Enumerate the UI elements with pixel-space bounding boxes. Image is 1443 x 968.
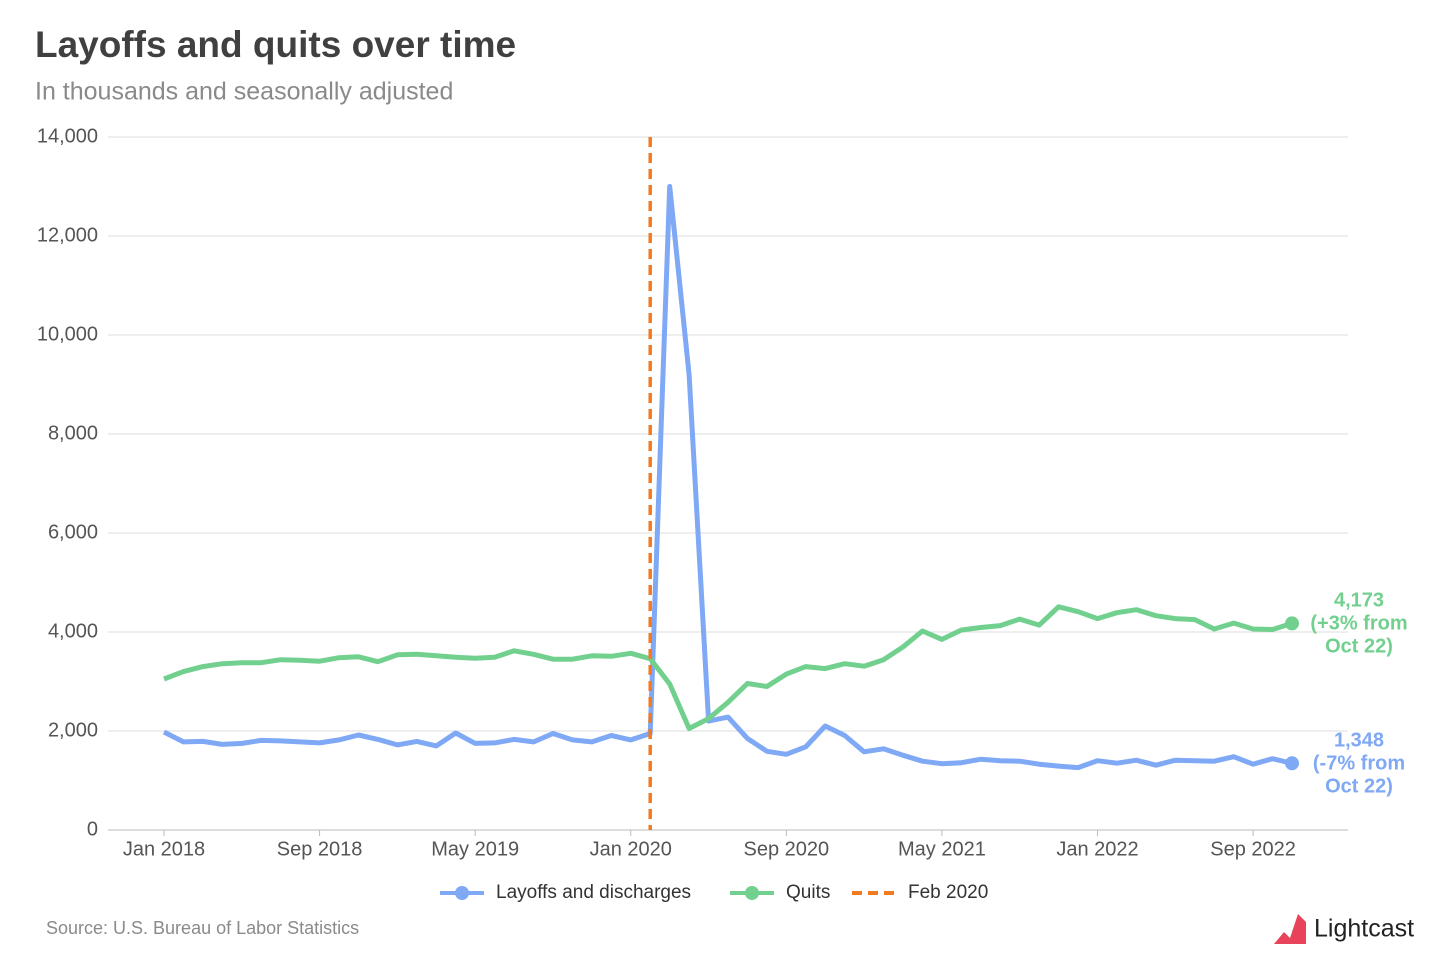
y-tick-label: 10,000 (37, 323, 98, 345)
logo-icon (1274, 914, 1306, 944)
x-tick-label: Jan 2020 (590, 838, 672, 860)
logo-text: Lightcast (1314, 915, 1414, 943)
y-tick-label: 8,000 (48, 422, 98, 444)
legend-label: Quits (786, 882, 830, 903)
end-label: (-7% from (1313, 753, 1405, 775)
series-line (163, 604, 1293, 731)
y-tick-label: 12,000 (37, 224, 98, 246)
end-label: Oct 22) (1325, 776, 1393, 798)
x-tick-label: Sep 2020 (744, 838, 830, 860)
end-label: 4,173 (1334, 590, 1384, 612)
x-tick-label: Sep 2018 (277, 838, 363, 860)
x-tick-label: May 2019 (431, 838, 519, 860)
logo-mark (1274, 914, 1306, 944)
end-point (1285, 616, 1299, 631)
y-tick-label: 6,000 (48, 521, 98, 543)
x-tick-label: Sep 2022 (1210, 838, 1296, 860)
end-label: 1,348 (1334, 730, 1384, 752)
x-tick-label: Jan 2018 (123, 838, 205, 860)
y-tick-label: 14,000 (37, 125, 98, 147)
end-label: Oct 22) (1325, 636, 1393, 658)
legend-dot (455, 886, 469, 900)
y-tick-label: 2,000 (48, 719, 98, 741)
legend-dot (745, 886, 759, 900)
x-tick-label: Jan 2022 (1056, 838, 1138, 860)
x-tick-label: May 2021 (898, 838, 986, 860)
source: Source: U.S. Bureau of Labor Statistics (46, 918, 359, 938)
series-line (162, 184, 1293, 771)
chart-title: Layoffs and quits over time (35, 24, 516, 65)
legend-label: Layoffs and discharges (496, 882, 691, 903)
chart-subtitle: In thousands and seasonally adjusted (35, 78, 453, 106)
legend-label: Feb 2020 (908, 882, 988, 903)
end-point (1285, 756, 1299, 771)
y-tick-label: 4,000 (48, 620, 98, 642)
end-label: (+3% from (1310, 613, 1407, 635)
y-tick-label: 0 (87, 818, 98, 840)
